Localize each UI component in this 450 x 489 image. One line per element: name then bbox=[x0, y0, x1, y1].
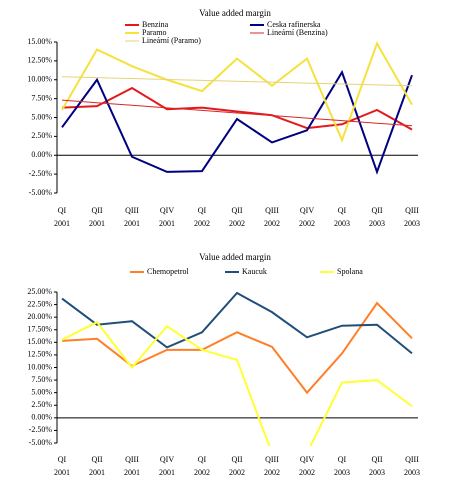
series-line bbox=[61, 99, 413, 127]
x-tick-label: 2003 bbox=[334, 219, 350, 228]
x-tick-label: QIII bbox=[405, 206, 419, 215]
y-tick-label: 5.00% bbox=[31, 387, 52, 396]
y-tick-label: 2.50% bbox=[31, 131, 52, 140]
y-tick-label: 7.50% bbox=[31, 93, 52, 102]
x-tick-label: QI bbox=[58, 455, 67, 464]
series-line bbox=[61, 320, 413, 446]
x-tick-label: 2003 bbox=[369, 219, 385, 228]
x-tick-label: 2002 bbox=[194, 468, 210, 477]
x-tick-label: QIII bbox=[405, 455, 419, 464]
y-tick-label: -5.00% bbox=[29, 188, 53, 197]
x-tick-label: 2001 bbox=[89, 219, 105, 228]
x-tick-label: QIV bbox=[160, 206, 174, 215]
y-tick-label: 10.00% bbox=[27, 75, 52, 84]
x-tick-label: QI bbox=[338, 455, 347, 464]
x-tick-label: QII bbox=[91, 455, 102, 464]
y-tick-label: 15.00% bbox=[27, 37, 52, 46]
series-line bbox=[61, 76, 413, 87]
x-tick-label: QII bbox=[91, 206, 102, 215]
y-tick-label: 22.50% bbox=[27, 299, 52, 308]
x-tick-label: 2001 bbox=[159, 468, 175, 477]
x-tick-label: 2002 bbox=[229, 468, 245, 477]
legend-label: Lineární (Paramo) bbox=[142, 36, 201, 45]
x-tick-label: 2001 bbox=[124, 468, 140, 477]
series-line bbox=[61, 291, 413, 355]
x-tick-label: QIII bbox=[125, 206, 139, 215]
x-tick-label: QI bbox=[338, 206, 347, 215]
x-tick-label: QIV bbox=[300, 206, 314, 215]
y-tick-label: -2.50% bbox=[29, 169, 53, 178]
y-tick-label: -2.50% bbox=[29, 425, 53, 434]
x-tick-label: 2002 bbox=[264, 468, 280, 477]
x-tick-label: QIII bbox=[125, 455, 139, 464]
x-tick-label: 2003 bbox=[369, 468, 385, 477]
x-tick-label: 2002 bbox=[194, 219, 210, 228]
x-tick-label: 2003 bbox=[404, 468, 420, 477]
plot-area bbox=[61, 41, 413, 175]
x-tick-label: 2002 bbox=[299, 219, 315, 228]
legend-label: Benzina bbox=[142, 20, 169, 29]
series-line bbox=[61, 301, 413, 395]
x-tick-label: 2003 bbox=[404, 219, 420, 228]
y-tick-label: 0.00% bbox=[31, 150, 52, 159]
legend-label: Kaucuk bbox=[242, 267, 267, 276]
x-tick-label: QI bbox=[198, 455, 207, 464]
x-tick-label: QI bbox=[58, 206, 67, 215]
legend-label: Spolana bbox=[337, 267, 363, 276]
x-tick-label: 2003 bbox=[334, 468, 350, 477]
y-tick-label: 0.00% bbox=[31, 413, 52, 422]
x-tick-label: QII bbox=[231, 206, 242, 215]
x-tick-label: QII bbox=[371, 455, 382, 464]
legend-label: Paramo bbox=[142, 28, 166, 37]
x-tick-label: 2001 bbox=[124, 219, 140, 228]
x-tick-label: 2002 bbox=[264, 219, 280, 228]
x-tick-label: QIII bbox=[265, 455, 279, 464]
x-tick-label: 2001 bbox=[159, 219, 175, 228]
chart-title: Value added margin bbox=[199, 8, 271, 18]
y-tick-label: 7.50% bbox=[31, 375, 52, 384]
y-tick-label: -5.00% bbox=[29, 438, 53, 447]
x-tick-label: QI bbox=[198, 206, 207, 215]
series-line bbox=[61, 41, 413, 143]
y-tick-label: 10.00% bbox=[27, 362, 52, 371]
series-line bbox=[61, 86, 413, 131]
y-tick-label: 25.00% bbox=[27, 287, 52, 296]
legend-label: Lineární (Benzina) bbox=[267, 28, 328, 37]
y-tick-label: 12.50% bbox=[27, 56, 52, 65]
y-tick-label: 17.50% bbox=[27, 325, 52, 334]
x-tick-label: QIII bbox=[265, 206, 279, 215]
plot-area bbox=[61, 291, 413, 446]
x-tick-label: 2001 bbox=[89, 468, 105, 477]
x-tick-label: 2001 bbox=[54, 219, 70, 228]
legend-label: Chemopetrol bbox=[147, 267, 190, 276]
y-tick-label: 2.50% bbox=[31, 400, 52, 409]
x-tick-label: 2001 bbox=[54, 468, 70, 477]
y-tick-label: 12.50% bbox=[27, 350, 52, 359]
y-tick-label: 20.00% bbox=[27, 312, 52, 321]
x-tick-label: 2002 bbox=[299, 468, 315, 477]
chart-title: Value added margin bbox=[199, 252, 271, 262]
x-tick-label: QIV bbox=[160, 455, 174, 464]
y-tick-label: 15.00% bbox=[27, 337, 52, 346]
legend-label: Ceska rafinerska bbox=[267, 20, 321, 29]
y-tick-label: 5.00% bbox=[31, 112, 52, 121]
x-tick-label: QII bbox=[371, 206, 382, 215]
x-tick-label: 2002 bbox=[229, 219, 245, 228]
x-tick-label: QIV bbox=[300, 455, 314, 464]
x-tick-label: QII bbox=[231, 455, 242, 464]
